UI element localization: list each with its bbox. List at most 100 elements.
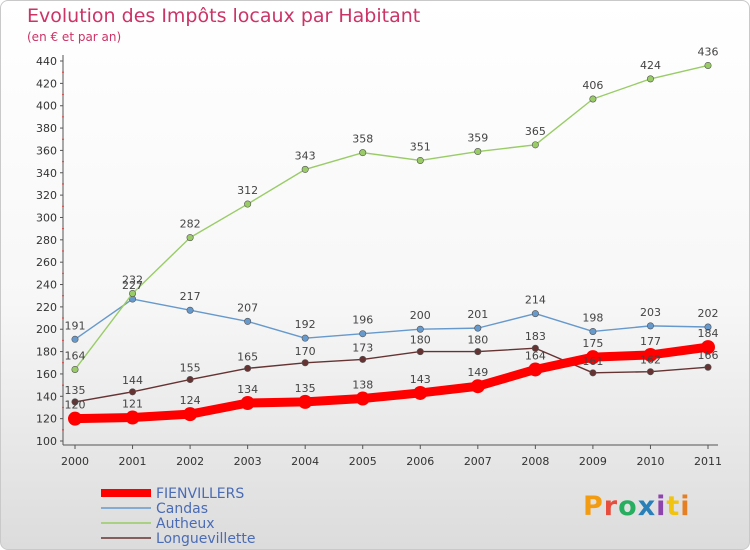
y-tick-label: 260 — [36, 256, 57, 269]
data-point — [71, 335, 79, 343]
data-point — [701, 340, 715, 355]
legend-label: FIENVILLERS — [156, 486, 244, 502]
proxiti-logo: Proxiti — [583, 491, 691, 522]
data-point — [71, 398, 79, 406]
data-point — [240, 396, 255, 410]
y-minor-tick — [62, 406, 64, 409]
data-label: 196 — [352, 314, 373, 327]
y-tick-label: 160 — [36, 368, 57, 381]
data-label: 192 — [295, 318, 316, 331]
data-point — [531, 344, 539, 352]
data-label: 166 — [698, 349, 719, 362]
y-tick-label: 320 — [36, 189, 57, 202]
data-label: 173 — [352, 341, 373, 354]
x-tick-label: 2004 — [291, 455, 319, 468]
data-label: 124 — [180, 394, 201, 407]
y-minor-tick — [62, 428, 64, 431]
series-line-candas — [74, 298, 709, 340]
y-minor-tick — [62, 272, 64, 275]
y-tick-label: 380 — [36, 122, 57, 135]
data-point — [298, 394, 313, 409]
x-tick-label: 2010 — [636, 455, 664, 468]
data-label: 198 — [582, 311, 603, 324]
data-label: 358 — [352, 133, 373, 146]
y-tick-label: 240 — [36, 279, 57, 292]
legend-label: Autheux — [156, 516, 215, 532]
data-point — [470, 379, 485, 394]
logo-letter: P — [583, 491, 604, 522]
data-point — [244, 200, 252, 208]
data-point — [413, 385, 428, 400]
data-point — [186, 306, 194, 314]
data-point — [646, 75, 654, 83]
data-point — [531, 310, 539, 318]
data-label: 424 — [640, 59, 661, 72]
data-label: 359 — [467, 132, 488, 145]
data-label: 200 — [410, 309, 431, 322]
data-point — [474, 324, 482, 332]
y-tick-label: 180 — [36, 346, 57, 359]
x-tick-label: 2002 — [176, 455, 204, 468]
data-point — [528, 362, 543, 377]
data-label: 143 — [410, 373, 431, 386]
data-point — [704, 61, 712, 69]
series-line-longuevillette — [74, 347, 709, 403]
data-point — [531, 141, 539, 149]
data-point — [416, 325, 424, 333]
x-tick-label: 2007 — [464, 455, 492, 468]
legend-label: Candas — [156, 501, 208, 517]
data-label: 121 — [122, 398, 143, 411]
y-tick-label: 400 — [36, 100, 57, 113]
data-point — [589, 327, 597, 335]
series-line-fienvillers — [70, 342, 713, 424]
y-tick-label: 360 — [36, 144, 57, 157]
x-tick-label: 2001 — [119, 455, 147, 468]
data-label: 164 — [525, 349, 546, 362]
data-label: 406 — [582, 79, 603, 92]
x-tick-label: 2009 — [579, 455, 607, 468]
data-point — [643, 347, 658, 362]
data-label: 214 — [525, 294, 546, 307]
data-label: 135 — [65, 384, 86, 397]
data-point — [704, 323, 712, 331]
data-point — [129, 289, 137, 297]
data-label: 365 — [525, 125, 546, 138]
data-label: 184 — [698, 327, 719, 340]
data-point — [301, 165, 309, 173]
data-label: 175 — [582, 337, 603, 350]
logo-letter: i — [656, 491, 667, 522]
y-minor-tick — [62, 317, 64, 319]
y-tick-label: 200 — [36, 323, 57, 336]
data-label: 312 — [237, 184, 258, 197]
data-label: 180 — [410, 334, 431, 347]
data-point — [355, 391, 370, 406]
y-tick-label: 440 — [36, 55, 57, 68]
data-point — [186, 376, 194, 384]
y-minor-tick — [62, 160, 64, 163]
data-label: 183 — [525, 330, 546, 343]
data-label: 227 — [122, 279, 143, 292]
y-minor-tick — [62, 205, 64, 208]
data-point — [585, 350, 600, 365]
data-point — [416, 156, 424, 164]
data-label: 180 — [467, 334, 488, 347]
data-label: 165 — [237, 350, 258, 363]
data-point — [301, 359, 309, 367]
logo-letter: t — [666, 491, 681, 522]
data-label: 149 — [467, 366, 488, 379]
data-point — [244, 317, 252, 325]
data-point — [416, 348, 424, 356]
data-point — [474, 148, 482, 156]
data-label: 161 — [582, 355, 603, 368]
y-minor-tick — [62, 384, 64, 387]
y-minor-tick — [62, 339, 64, 342]
x-tick-label: 2005 — [349, 455, 377, 468]
data-label: 134 — [237, 383, 258, 396]
y-tick-label: 120 — [36, 413, 57, 426]
x-tick-label: 2000 — [61, 455, 89, 468]
y-minor-tick — [62, 361, 64, 364]
y-minor-tick — [62, 115, 64, 118]
logo-letter: r — [603, 491, 619, 522]
